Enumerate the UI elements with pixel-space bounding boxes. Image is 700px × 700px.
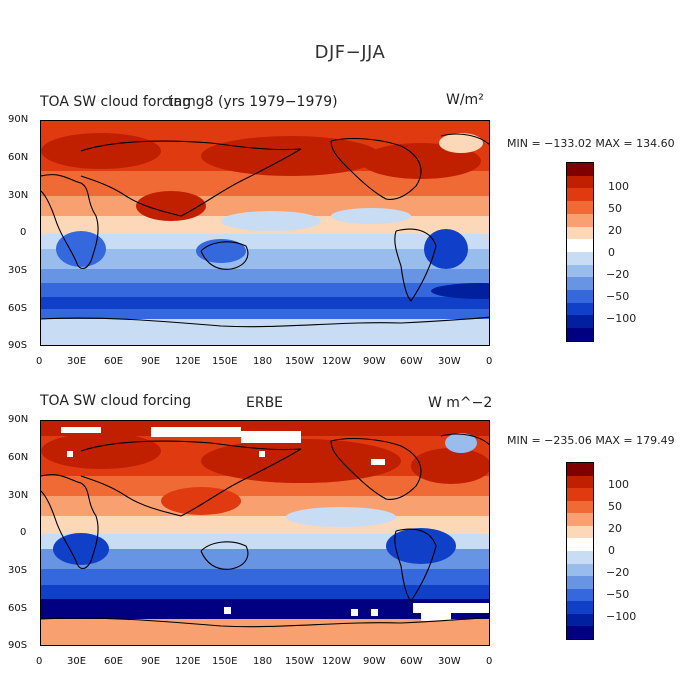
lat-label: 30S: [8, 265, 28, 276]
colorbar-label: 100: [608, 478, 629, 491]
lat-label: 30S: [8, 565, 28, 576]
lat-label: 0: [20, 527, 27, 538]
colorbar-label: 20: [608, 224, 622, 237]
panel-units: W m^−2: [428, 395, 493, 411]
lat-label: 60N: [8, 452, 29, 463]
map-field: [41, 121, 489, 345]
figure-title: DJF−JJA: [314, 42, 386, 63]
colorbar-swatch: [567, 290, 593, 303]
lat-label: 90N: [8, 114, 29, 125]
panel-title-left: TOA SW cloud forcing: [40, 393, 192, 409]
lat-label: 60S: [8, 303, 28, 314]
colorbar-swatch: [567, 463, 593, 476]
colorbar-swatch: [567, 302, 593, 316]
colorbar-swatch: [567, 251, 593, 265]
colorbar-swatch: [567, 500, 593, 514]
colorbar-swatch: [567, 538, 593, 551]
panel-units: W/m²: [446, 92, 484, 108]
lon-label: 150E: [212, 356, 238, 367]
colorbar-swatch: [567, 188, 593, 202]
lon-label: 90E: [141, 656, 161, 667]
colorbar-swatch: [567, 226, 593, 240]
lat-label: 90S: [8, 640, 28, 651]
colorbar-label: 50: [608, 500, 622, 513]
colorbar-swatch: [567, 550, 593, 564]
colorbar-swatch: [567, 201, 593, 214]
lon-label: 150W: [285, 356, 314, 367]
colorbar-swatch: [567, 328, 593, 341]
lon-label: 60E: [104, 356, 124, 367]
colorbar-swatch: [567, 239, 593, 252]
colorbar-label: 100: [608, 180, 629, 193]
colorbar-label: −100: [606, 610, 637, 623]
colorbar: [566, 462, 594, 640]
colorbar-label: 50: [608, 202, 622, 215]
map-plot: [40, 120, 490, 346]
panel-title-left: TOA SW cloud forcing: [40, 94, 192, 110]
lon-label: 120E: [175, 656, 201, 667]
colorbar-swatch: [567, 213, 593, 227]
colorbar-swatch: [567, 613, 593, 627]
colorbar-swatch: [567, 488, 593, 501]
colorbar-label: −50: [606, 588, 630, 601]
colorbar-label: 20: [608, 522, 622, 535]
lon-label: 30W: [438, 656, 461, 667]
lat-label: 30N: [8, 490, 29, 501]
lon-label: 180: [253, 356, 273, 367]
panel-title-center: tamg8 (yrs 1979−1979): [168, 94, 338, 110]
colorbar-label: 0: [608, 246, 615, 259]
lat-label: 0: [20, 227, 27, 238]
lon-label: 30W: [438, 356, 461, 367]
colorbar-swatch: [567, 588, 593, 602]
lat-label: 60N: [8, 152, 29, 163]
map-field: [41, 421, 489, 645]
lon-label: 90W: [363, 656, 386, 667]
colorbar-swatch: [567, 175, 593, 189]
lon-label: 90W: [363, 356, 386, 367]
lon-label: 120E: [175, 356, 201, 367]
lon-label: 120W: [322, 656, 351, 667]
lon-label: 30E: [67, 656, 87, 667]
colorbar: [566, 162, 594, 342]
lat-label: 90S: [8, 340, 28, 351]
colorbar-label: −50: [606, 290, 630, 303]
lon-label: 0: [36, 356, 43, 367]
panel-min-max: MIN = −133.02 MAX = 134.60: [507, 137, 675, 150]
lon-label: 180: [253, 656, 273, 667]
lon-label: 60W: [400, 356, 423, 367]
colorbar-swatch: [567, 525, 593, 539]
panel-min-max: MIN = −235.06 MAX = 179.49: [507, 434, 675, 447]
lon-label: 120W: [322, 356, 351, 367]
colorbar-swatch: [567, 626, 593, 639]
colorbar-swatch: [567, 277, 593, 291]
lon-label: 150W: [285, 656, 314, 667]
colorbar-swatch: [567, 513, 593, 526]
lon-label: 60W: [400, 656, 423, 667]
panel-title-center: ERBE: [246, 395, 284, 411]
colorbar-swatch: [567, 601, 593, 614]
colorbar-swatch: [567, 315, 593, 329]
lat-label: 60S: [8, 603, 28, 614]
lat-label: 90N: [8, 414, 29, 425]
colorbar-label: −100: [606, 312, 637, 325]
lon-label: 150E: [212, 656, 238, 667]
lon-label: 0: [36, 656, 43, 667]
lon-label: 0: [486, 656, 493, 667]
colorbar-label: −20: [606, 268, 630, 281]
lon-label: 0: [486, 356, 493, 367]
colorbar-label: 0: [608, 544, 615, 557]
lat-label: 30N: [8, 190, 29, 201]
colorbar-swatch: [567, 576, 593, 589]
lon-label: 30E: [67, 356, 87, 367]
colorbar-label: −20: [606, 566, 630, 579]
colorbar-swatch: [567, 475, 593, 489]
lon-label: 90E: [141, 356, 161, 367]
map-plot: [40, 420, 490, 646]
colorbar-swatch: [567, 264, 593, 278]
colorbar-swatch: [567, 563, 593, 577]
colorbar-swatch: [567, 163, 593, 176]
lon-label: 60E: [104, 656, 124, 667]
